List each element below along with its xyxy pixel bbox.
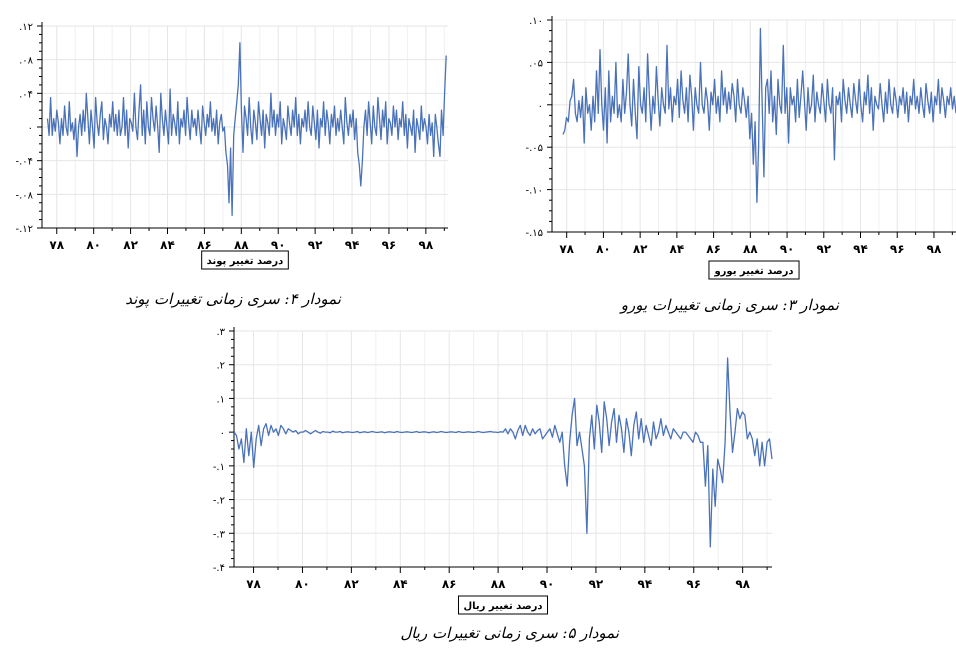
pound-ytick-label-5: -.۰۸ bbox=[15, 190, 33, 201]
pound-axes: .۱۲ .۰۸ .۰۴ ۰ -.۰۴ -.۰۸ -.۱۲ ۷۸ ۸۰ ۸۲ ۸۴ ۸۶ ۸۸ ۹۰ ۹۲ ۹۴… bbox=[15, 22, 448, 252]
euro-caption: نمودار ۳: سری زمانی تغییرات یورو bbox=[620, 296, 839, 314]
pound-xtick-label-10: ۹۸ bbox=[419, 238, 434, 252]
euro-ytick-label-0: .۱۰ bbox=[529, 16, 543, 27]
rial-series-line-0 bbox=[233, 357, 773, 548]
euro-grid bbox=[552, 19, 956, 233]
euro-xtick-label-0: ۷۸ bbox=[559, 242, 574, 256]
euro-xtick-label-10: ۹۸ bbox=[927, 242, 942, 256]
euro-xtick-label-5: ۸۸ bbox=[743, 242, 758, 256]
rial-xtick-label-8: ۹۴ bbox=[638, 577, 653, 591]
pound-legend-label: درصد تغییر پوند bbox=[207, 256, 284, 267]
pound-ytick-label-3: ۰ bbox=[28, 123, 33, 134]
rial-axes: .۳ .۲ .۱ ۰ -.۱ -.۲ -.۳ -.۴ ۷۸ ۸۰ ۸۲ ۸۴ ۸۶ ۸۸ ۹۰ ۹۲ ۹۴ ۹۶ ۹… bbox=[213, 327, 772, 591]
pound-legend: درصد تغییر پوند bbox=[201, 250, 289, 270]
rial-xtick-label-3: ۸۴ bbox=[393, 577, 408, 591]
euro-xtick-label-1: ۸۰ bbox=[596, 242, 611, 256]
euro-ytick-label-3: -.۰۵ bbox=[525, 143, 543, 154]
euro-ytick-label-4: -.۱۰ bbox=[525, 186, 543, 197]
pound-chart: .۱۲ .۰۸ .۰۴ ۰ -.۰۴ -.۰۸ -.۱۲ ۷۸ ۸۰ ۸۲ ۸۴ ۸۶ ۸۸ ۹۰ ۹۲ ۹۴… bbox=[15, 22, 448, 270]
pound-ytick-label-4: -.۰۴ bbox=[15, 157, 33, 168]
euro-xtick-label-3: ۸۴ bbox=[670, 242, 685, 256]
rial-xtick-label-1: ۸۰ bbox=[295, 577, 310, 591]
euro-xtick-label-7: ۹۲ bbox=[816, 242, 831, 256]
rial-ytick-label-5: -.۲ bbox=[213, 496, 225, 507]
euro-ytick-label-2: ۰ bbox=[538, 101, 543, 112]
rial-xtick-label-5: ۸۸ bbox=[491, 577, 506, 591]
euro-series bbox=[562, 27, 956, 203]
rial-legend: درصد تغییر ریال bbox=[457, 595, 549, 615]
pound-series bbox=[46, 42, 447, 217]
pound-legend-box bbox=[201, 250, 289, 270]
rial-xtick-label-2: ۸۲ bbox=[344, 577, 359, 591]
rial-xtick-label-9: ۹۶ bbox=[686, 577, 701, 591]
pound-xtick-label-7: ۹۲ bbox=[308, 238, 323, 252]
pound-xtick-label-2: ۸۲ bbox=[123, 238, 138, 252]
rial-xtick-label-10: ۹۸ bbox=[735, 577, 750, 591]
rial-xtick-label-7: ۹۲ bbox=[589, 577, 604, 591]
euro-xtick-label-6: ۹۰ bbox=[780, 242, 795, 256]
rial-ytick-label-1: .۲ bbox=[216, 361, 225, 372]
rial-ytick-label-3: ۰ bbox=[220, 428, 225, 439]
rial-legend-box bbox=[457, 595, 549, 615]
rial-xtick-label-0: ۷۸ bbox=[246, 577, 261, 591]
pound-xtick-label-1: ۸۰ bbox=[86, 238, 101, 252]
rial-series bbox=[233, 357, 773, 548]
pound-caption: نمودار ۴: سری زمانی تغییرات پوند bbox=[125, 290, 341, 308]
pound-xtick-label-6: ۹۰ bbox=[271, 238, 286, 252]
pound-ytick-label-2: .۰۴ bbox=[19, 89, 33, 100]
euro-chart: .۱۰ .۰۵ ۰ -.۰۵ -.۱۰ -.۱۵ ۷۸ ۸۰ ۸۲ ۸۴ ۸۶ ۸۸ ۹۰ ۹۲ ۹۴ ۹۶ ۹… bbox=[525, 16, 956, 280]
rial-xtick-label-4: ۸۶ bbox=[442, 577, 457, 591]
pound-xtick-label-3: ۸۴ bbox=[160, 238, 175, 252]
rial-ytick-label-6: -.۳ bbox=[213, 529, 226, 540]
rial-ytick-label-0: .۳ bbox=[216, 327, 225, 338]
pound-xtick-label-4: ۸۶ bbox=[197, 238, 212, 252]
pound-xtick-label-9: ۹۶ bbox=[382, 238, 397, 252]
euro-legend-label: درصد تغییر یورو bbox=[713, 266, 793, 277]
euro-axes: .۱۰ .۰۵ ۰ -.۰۵ -.۱۰ -.۱۵ ۷۸ ۸۰ ۸۲ ۸۴ ۸۶ ۸۸ ۹۰ ۹۲ ۹۴ ۹۶ ۹… bbox=[525, 16, 956, 256]
euro-legend: درصد تغییر یورو bbox=[708, 260, 800, 280]
pound-xtick-label-0: ۷۸ bbox=[49, 238, 64, 252]
rial-legend-label: درصد تغییر ریال bbox=[463, 601, 542, 612]
euro-series-line-0 bbox=[562, 27, 956, 203]
euro-xtick-label-4: ۸۶ bbox=[706, 242, 721, 256]
pound-xtick-label-5: ۸۸ bbox=[234, 238, 249, 252]
euro-ytick-label-1: .۰۵ bbox=[529, 58, 543, 69]
rial-ytick-label-4: -.۱ bbox=[213, 462, 225, 473]
rial-chart: .۳ .۲ .۱ ۰ -.۱ -.۲ -.۳ -.۴ ۷۸ ۸۰ ۸۲ ۸۴ ۸۶ ۸۸ ۹۰ ۹۲ ۹۴ ۹۶ ۹… bbox=[213, 327, 773, 615]
pound-ytick-label-0: .۱۲ bbox=[19, 22, 33, 33]
rial-xtick-label-6: ۹۰ bbox=[540, 577, 555, 591]
pound-ytick-label-6: -.۱۲ bbox=[15, 224, 33, 235]
rial-ytick-label-2: .۱ bbox=[216, 394, 225, 405]
rial-caption: نمودار ۵: سری زمانی تغییرات ریال bbox=[400, 624, 619, 642]
pound-series-line-0 bbox=[46, 42, 447, 217]
rial-grid bbox=[234, 330, 772, 568]
euro-ytick-label-5: -.۱۵ bbox=[525, 228, 543, 239]
pound-ytick-label-1: .۰۸ bbox=[19, 56, 34, 67]
euro-xtick-label-2: ۸۲ bbox=[633, 242, 648, 256]
euro-xtick-label-9: ۹۶ bbox=[890, 242, 905, 256]
rial-ytick-label-7: -.۴ bbox=[213, 563, 225, 574]
euro-legend-box bbox=[708, 260, 800, 280]
euro-xtick-label-8: ۹۴ bbox=[853, 242, 868, 256]
pound-xtick-label-8: ۹۴ bbox=[345, 238, 360, 252]
